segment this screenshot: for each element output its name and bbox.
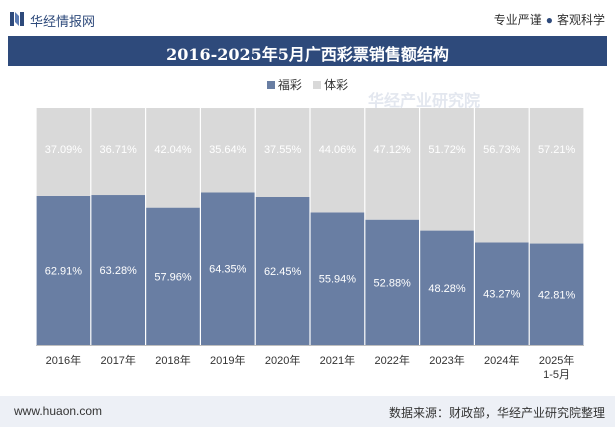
bar-ticai-5 [310,108,365,213]
header: 华经情报网 专业严谨 ● 客观科学 [0,0,615,38]
bar-ticai-8 [475,108,529,243]
data-label-ticai-7: 51.72% [428,144,466,156]
data-label-ticai-5: 44.06% [319,144,357,156]
legend-swatch-ticai [313,81,322,89]
data-label-fucai-1: 63.28% [100,265,138,277]
x-tick-label-8: 2024年 [484,353,519,367]
data-label-ticai-1: 36.71% [100,144,138,156]
data-label-fucai-5: 55.94% [319,274,357,286]
data-label-fucai-2: 57.96% [154,271,192,283]
bar-ticai-9 [529,107,584,244]
x-tick-label-3: 2019年 [210,353,245,367]
data-label-fucai-6: 52.88% [374,277,412,289]
legend-item-ticai: 体彩 [313,76,348,93]
bar-fucai-5 [310,212,365,345]
x-tick-label-0: 2016年 [46,353,81,367]
x-tick-label-9: 2025年 1-5月 [539,353,574,381]
bar-ticai-6 [365,108,419,220]
bar-ticai-7 [420,108,474,231]
footer-url[interactable]: www.huaon.com [14,404,103,418]
bar-fucai-9 [529,243,584,345]
data-label-fucai-0: 62.91% [45,265,83,277]
x-tick-label-6: 2022年 [374,353,409,367]
bar-ticai-0 [36,108,91,196]
data-label-ticai-3: 35.64% [209,144,247,156]
legend-item-fucai: 福彩 [266,76,302,93]
bar-ticai-4 [255,108,310,197]
brand-name: 华经情报网 [30,14,96,29]
tagline-left: 专业严谨 [493,13,542,27]
data-label-ticai-9: 57.21% [538,144,576,156]
x-tick-label-5: 2021年 [320,353,355,367]
title-bar: 2016-2025年5月广西彩票销售额结构 [8,36,607,66]
bar-fucai-2 [146,207,200,345]
data-label-fucai-8: 43.27% [483,289,521,301]
legend-swatch-fucai [266,81,275,89]
bar-fucai-0 [36,195,91,345]
data-label-ticai-6: 47.12% [374,144,412,156]
data-label-ticai-8: 56.73% [483,144,521,156]
x-tick-label-1: 2017年 [100,353,135,367]
data-label-fucai-4: 62.45% [264,266,302,278]
legend: 福彩 体彩 [0,76,615,93]
data-label-ticai-2: 42.04% [154,144,192,156]
data-label-fucai-3: 64.35% [209,264,247,276]
data-label-fucai-9: 42.81% [538,289,576,301]
huajing-logo-icon [10,12,24,26]
x-tick-label-4: 2020年 [265,353,300,367]
bar-ticai-2 [146,108,200,208]
x-tick-label-7: 2023年 [429,353,464,367]
bar-fucai-7 [420,230,474,345]
data-label-ticai-0: 37.09% [45,144,83,156]
bar-ticai-3 [201,108,255,193]
data-label-fucai-7: 48.28% [428,283,466,295]
bar-fucai-4 [255,196,310,345]
x-tick-label-2: 2018年 [155,353,190,367]
data-source: 数据来源：财政部，华经产业研究院整理 [388,406,605,420]
chart-title: 2016-2025年5月广西彩票销售额结构 [166,45,449,64]
footer: www.huaon.com 数据来源：财政部，华经产业研究院整理 [0,396,615,427]
bar-fucai-1 [91,195,145,345]
data-label-ticai-4: 37.55% [264,144,302,156]
legend-label-fucai: 福彩 [277,78,302,92]
tagline-separator: ● [545,13,553,27]
tagline-right: 客观科学 [556,13,605,27]
bar-fucai-8 [475,242,529,345]
watermark-text: 华经产业研究院 [368,91,480,110]
legend-label-ticai: 体彩 [324,78,349,92]
bar-fucai-6 [365,219,419,345]
bar-fucai-3 [201,192,255,345]
tagline: 专业严谨 ● 客观科学 [494,11,605,28]
bar-ticai-1 [91,108,145,196]
